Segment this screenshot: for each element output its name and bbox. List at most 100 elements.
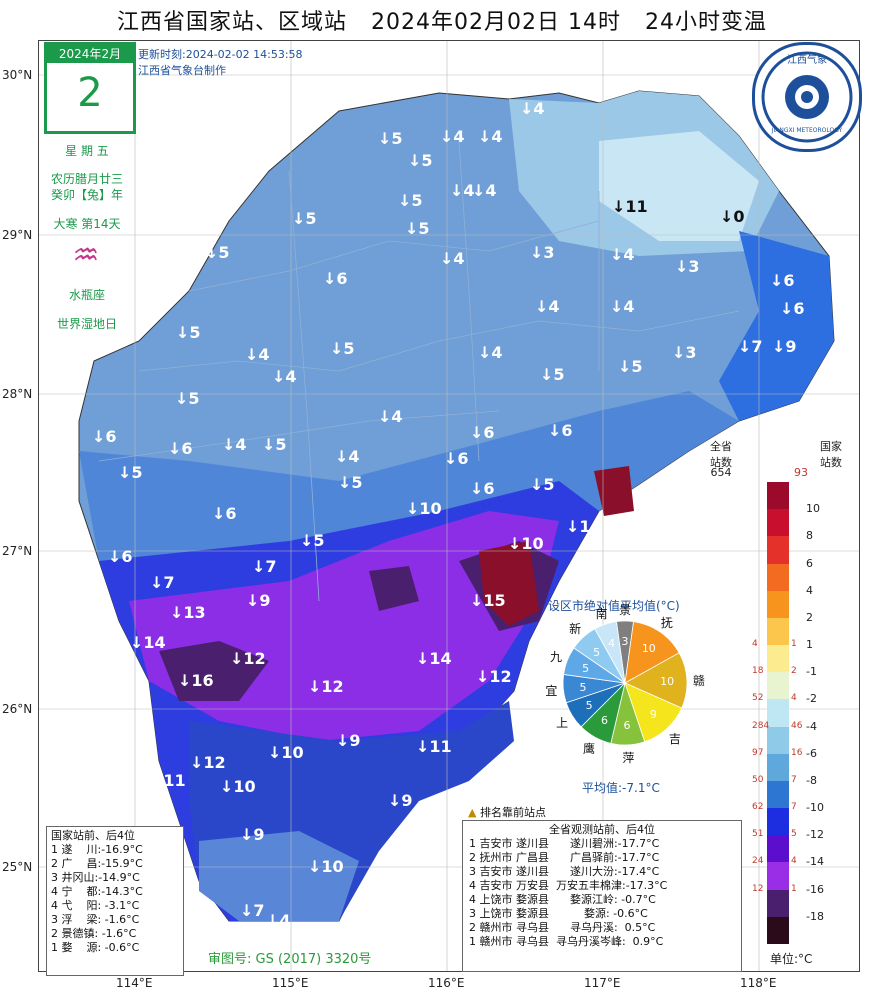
station-value: ↓11 xyxy=(612,198,648,216)
logo-icon xyxy=(761,51,853,143)
down-arrow-icon: ↓ xyxy=(205,243,219,262)
station-value: ↓6 xyxy=(92,428,117,446)
station-value-number: 4 xyxy=(533,99,545,118)
colorbar-tick-label: -6 xyxy=(806,746,817,760)
east-blue-band xyxy=(719,231,834,421)
down-arrow-icon: ↓ xyxy=(308,677,322,696)
station-value: ↓5 xyxy=(378,130,403,148)
colorbar-segment xyxy=(767,835,789,863)
station-value: ↓7 xyxy=(738,338,763,356)
station-value-number: 6 xyxy=(105,427,117,446)
colorbar-segment xyxy=(767,482,789,510)
station-value-number: 4 xyxy=(453,127,465,146)
pie-slice-name: 九 xyxy=(549,650,562,665)
pie-slice-value: 5 xyxy=(586,699,593,712)
lat-label: 25°N xyxy=(2,860,33,874)
pie-slice-value: 4 xyxy=(608,637,615,650)
station-value-number: 5 xyxy=(418,219,430,238)
station-value-number: 4 xyxy=(548,297,560,316)
station-value-number: 10 xyxy=(521,534,544,553)
station-value: ↓12 xyxy=(308,678,344,696)
station-value-number: 4 xyxy=(453,249,465,268)
national-row: 4 宁 都:-14.3°C xyxy=(51,885,143,898)
down-arrow-icon: ↓ xyxy=(323,269,337,288)
station-value: ↓4 xyxy=(335,448,360,466)
colorbar-unit: 单位:°C xyxy=(770,952,813,966)
observance-text: 世界湿地日 xyxy=(56,317,117,331)
down-arrow-icon: ↓ xyxy=(416,649,430,668)
station-value: ↓3 xyxy=(530,244,555,262)
station-value: ↓10 xyxy=(268,744,304,762)
pie-slice-value: 5 xyxy=(582,662,589,675)
colorbar-tick-label: -10 xyxy=(806,801,824,815)
station-value: ↓12 xyxy=(476,668,512,686)
station-value: ↓14 xyxy=(416,650,452,668)
colorbar-tick-label: 8 xyxy=(806,529,813,543)
down-arrow-icon: ↓ xyxy=(772,337,786,356)
count-national: 5 xyxy=(791,829,797,840)
colorbar-tick-label: 2 xyxy=(806,610,813,624)
station-value-number: 6 xyxy=(793,299,805,318)
station-value: ↓4 xyxy=(198,920,223,938)
down-arrow-icon: ↓ xyxy=(220,777,234,796)
pie-slice-value: 5 xyxy=(580,681,587,694)
national-ranking-box: 国家站前、后4位 1 遂 川:-16.9°C 2 广 昌:-15.9°C 3 井… xyxy=(46,826,184,976)
down-arrow-icon: ↓ xyxy=(378,407,392,426)
station-value-number: 14 xyxy=(429,649,452,668)
down-arrow-icon: ↓ xyxy=(240,825,254,844)
colorbar-head-nat: 国家 站数 xyxy=(820,440,842,469)
station-value: ↓9 xyxy=(246,592,271,610)
colorbar-head-nat-count: 93 xyxy=(794,466,808,479)
station-value: ↓5 xyxy=(205,244,230,262)
station-value-number: 6 xyxy=(483,479,495,498)
colorbar-tick-label: -16 xyxy=(806,882,824,896)
station-value: ↓6 xyxy=(444,450,469,468)
province-map xyxy=(39,41,859,971)
station-value: ↓16 xyxy=(178,672,214,690)
station-value-number: 4 xyxy=(463,181,475,200)
logo-subtext: JIANGXI METEOROLOGY xyxy=(771,127,843,134)
station-value-number: 4 xyxy=(258,345,270,364)
count-all: 97 xyxy=(752,747,764,758)
station-value: ↓5 xyxy=(338,474,363,492)
down-arrow-icon: ↓ xyxy=(520,99,534,118)
colorbar-segment xyxy=(767,645,789,673)
all-row: 2 抚州市 广昌县 广昌驿前:-17.7°C xyxy=(469,851,660,864)
station-value: ↓5 xyxy=(262,436,287,454)
station-value: ↓12 xyxy=(190,754,226,772)
count-all: 18 xyxy=(752,666,764,677)
station-value-number: 12 xyxy=(243,649,266,668)
station-value: ↓11 xyxy=(416,738,452,756)
down-arrow-icon: ↓ xyxy=(212,504,226,523)
station-value-number: 5 xyxy=(131,463,143,482)
down-arrow-icon: ↓ xyxy=(150,771,164,790)
count-all: 50 xyxy=(752,774,764,785)
down-arrow-icon: ↓ xyxy=(672,343,686,362)
count-national: 1 xyxy=(791,639,797,650)
weekday-text: 星 期 五 xyxy=(65,144,109,158)
down-arrow-icon: ↓ xyxy=(470,591,484,610)
national-row: 1 婺 源: -0.6°C xyxy=(51,941,140,954)
lon-label: 116°E xyxy=(428,976,465,990)
down-arrow-icon: ↓ xyxy=(618,357,632,376)
down-arrow-icon: ↓ xyxy=(440,249,454,268)
down-arrow-icon: ↓ xyxy=(675,257,689,276)
station-value: ↓6 xyxy=(470,424,495,442)
colorbar-segment xyxy=(767,753,789,782)
station-value: ↓4 xyxy=(272,368,297,386)
down-arrow-icon: ↓ xyxy=(610,245,624,264)
colorbar-segment xyxy=(767,590,789,619)
down-arrow-icon: ↓ xyxy=(406,499,420,518)
down-arrow-icon: ↓ xyxy=(230,649,244,668)
national-row: 3 浮 梁: -1.6°C xyxy=(51,913,140,926)
station-value: ↓5 xyxy=(300,532,325,550)
count-national: 2 xyxy=(791,666,797,677)
triangle-icon: ▲ xyxy=(468,806,477,819)
down-arrow-icon: ↓ xyxy=(440,127,454,146)
national-row: 2 景德镇: -1.6°C xyxy=(51,927,137,940)
all-box-title: 全省观测站前、后4位 xyxy=(549,823,655,836)
down-arrow-icon: ↓ xyxy=(168,439,182,458)
down-arrow-icon: ↓ xyxy=(416,737,430,756)
station-value-number: 10 xyxy=(321,857,344,876)
colorbar-tick-label: -18 xyxy=(806,909,824,923)
